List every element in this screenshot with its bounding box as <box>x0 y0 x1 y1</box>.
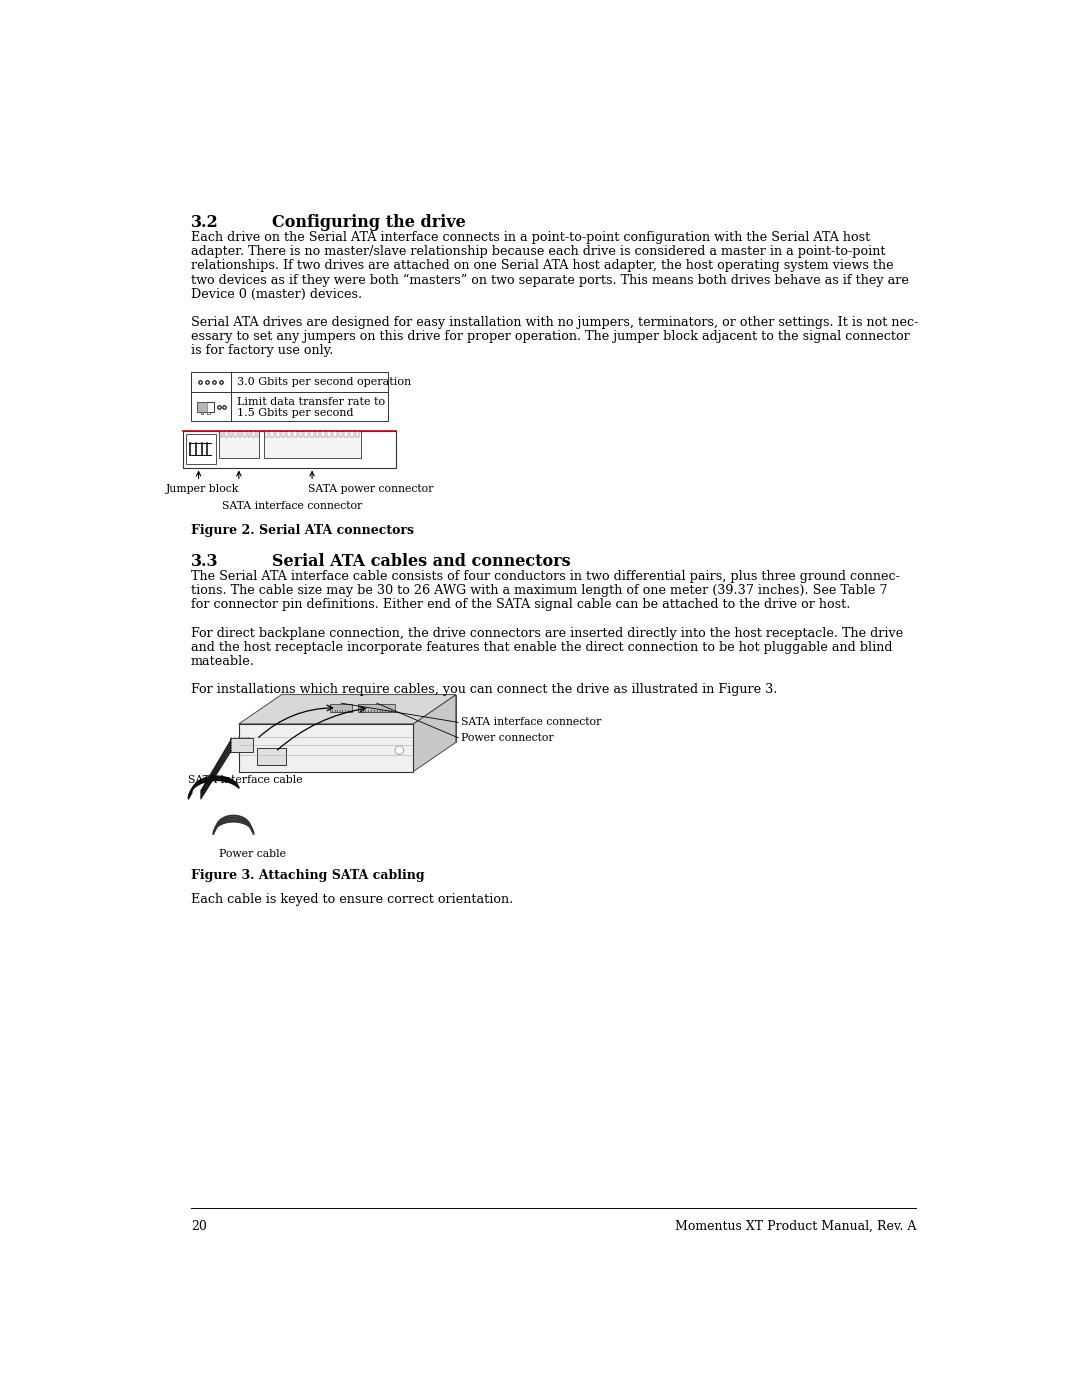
Text: 20: 20 <box>191 1220 206 1234</box>
Bar <box>339 432 342 437</box>
Bar <box>345 432 348 437</box>
Polygon shape <box>414 694 456 771</box>
Text: Power cable: Power cable <box>219 849 286 859</box>
Bar <box>230 739 253 753</box>
Bar <box>355 432 360 437</box>
Bar <box>265 432 268 437</box>
Bar <box>247 432 251 437</box>
Text: and the host receptacle incorporate features that enable the direct connection t: and the host receptacle incorporate feat… <box>191 641 892 654</box>
Bar <box>264 432 361 458</box>
Bar <box>191 373 389 393</box>
Bar <box>186 434 216 464</box>
Text: is for factory use only.: is for factory use only. <box>191 344 333 358</box>
Bar <box>315 432 320 437</box>
Text: tions. The cable size may be 30 to 26 AWG with a maximum length of one meter (39: tions. The cable size may be 30 to 26 AW… <box>191 584 888 597</box>
Bar <box>299 432 302 437</box>
Bar <box>257 432 259 437</box>
Polygon shape <box>282 694 456 742</box>
Text: mateable.: mateable. <box>191 655 255 668</box>
Bar <box>359 704 395 711</box>
Bar <box>226 432 228 437</box>
Bar <box>333 432 337 437</box>
Bar <box>198 402 215 412</box>
Text: For installations which require cables, you can connect the drive as illustrated: For installations which require cables, … <box>191 683 778 696</box>
Text: Momentus XT Product Manual, Rev. A: Momentus XT Product Manual, Rev. A <box>675 1220 916 1234</box>
Bar <box>239 432 241 437</box>
Text: two devices as if they were both “masters” on two separate ports. This means bot: two devices as if they were both “master… <box>191 274 908 286</box>
Text: The Serial ATA interface cable consists of four conductors in two differential p: The Serial ATA interface cable consists … <box>191 570 900 583</box>
Bar <box>322 432 325 437</box>
Text: For direct backplane connection, the drive connectors are inserted directly into: For direct backplane connection, the dri… <box>191 627 903 640</box>
Bar <box>293 432 297 437</box>
Bar <box>327 432 330 437</box>
Bar <box>310 432 314 437</box>
Bar <box>330 704 352 711</box>
Text: 3.0 Gbits per second operation: 3.0 Gbits per second operation <box>237 377 410 387</box>
Text: essary to set any jumpers on this drive for proper operation. The jumper block a: essary to set any jumpers on this drive … <box>191 330 909 344</box>
Text: 3.3: 3.3 <box>191 553 218 570</box>
Text: for connector pin definitions. Either end of the SATA signal cable can be attach: for connector pin definitions. Either en… <box>191 598 850 612</box>
Text: 3.2: 3.2 <box>191 214 218 231</box>
Text: SATA interface connector: SATA interface connector <box>221 500 362 511</box>
Text: Serial ATA cables and connectors: Serial ATA cables and connectors <box>272 553 571 570</box>
Bar <box>201 412 203 414</box>
Text: adapter. There is no master/slave relationship because each drive is considered : adapter. There is no master/slave relati… <box>191 244 886 258</box>
Text: Each drive on the Serial ATA interface connects in a point-to-point configuratio: Each drive on the Serial ATA interface c… <box>191 231 870 244</box>
Text: 1.5 Gbits per second: 1.5 Gbits per second <box>237 408 353 418</box>
Bar <box>207 412 210 414</box>
Bar <box>282 432 285 437</box>
Bar <box>220 432 224 437</box>
Text: SATA interface connector: SATA interface connector <box>461 717 602 728</box>
Bar <box>234 432 237 437</box>
Bar <box>287 432 291 437</box>
Text: SATA power connector: SATA power connector <box>308 483 433 493</box>
Text: Figure 3. Attaching SATA cabling: Figure 3. Attaching SATA cabling <box>191 869 424 883</box>
Text: Device 0 (master) devices.: Device 0 (master) devices. <box>191 288 362 300</box>
Bar <box>183 430 396 468</box>
Bar <box>218 432 259 458</box>
Bar <box>350 432 353 437</box>
Bar <box>275 432 280 437</box>
Bar <box>257 747 286 764</box>
Bar <box>198 402 206 412</box>
Bar <box>230 432 232 437</box>
Text: relationships. If two drives are attached on one Serial ATA host adapter, the ho: relationships. If two drives are attache… <box>191 260 893 272</box>
Text: Jumper block: Jumper block <box>166 483 240 493</box>
Bar <box>270 432 274 437</box>
Text: Serial ATA drives are designed for easy installation with no jumpers, terminator: Serial ATA drives are designed for easy … <box>191 316 918 328</box>
Bar <box>252 432 255 437</box>
Bar <box>305 432 308 437</box>
Bar <box>243 432 246 437</box>
Bar <box>239 724 414 771</box>
Text: Power connector: Power connector <box>461 733 554 743</box>
Text: Figure 2. Serial ATA connectors: Figure 2. Serial ATA connectors <box>191 524 414 536</box>
Text: Configuring the drive: Configuring the drive <box>272 214 465 231</box>
Text: Limit data transfer rate to: Limit data transfer rate to <box>237 397 384 408</box>
Polygon shape <box>239 694 456 724</box>
Text: Each cable is keyed to ensure correct orientation.: Each cable is keyed to ensure correct or… <box>191 893 513 905</box>
Circle shape <box>395 746 404 754</box>
Text: SATA interface cable: SATA interface cable <box>188 775 302 785</box>
Bar <box>191 393 389 422</box>
